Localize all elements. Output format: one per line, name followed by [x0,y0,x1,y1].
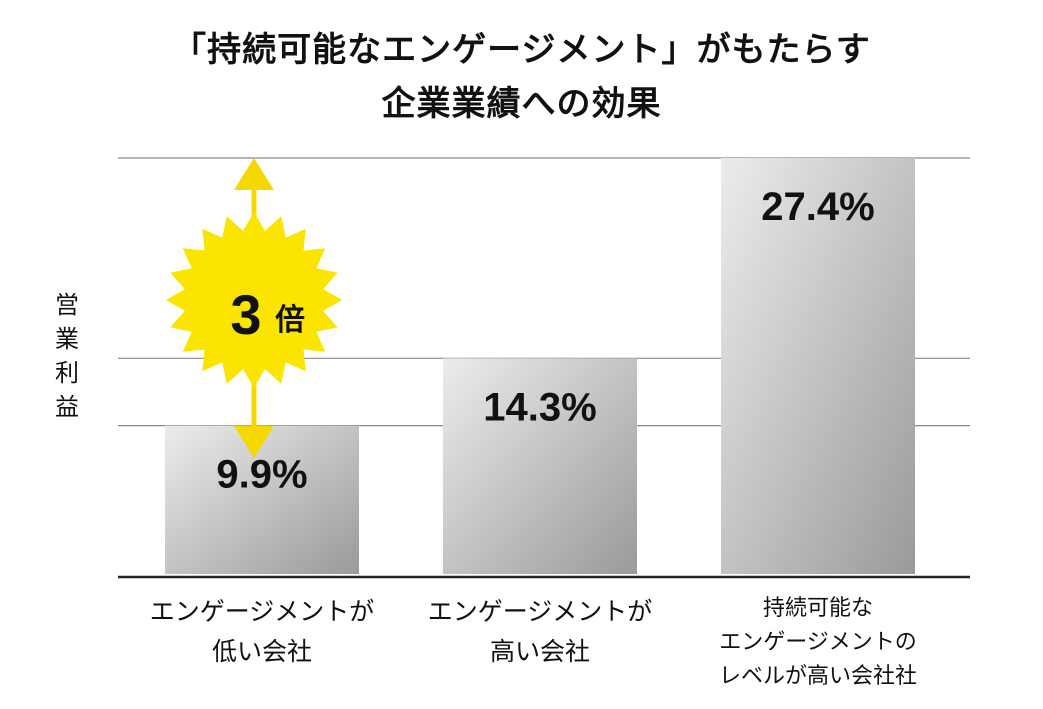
badge-number: 3 [230,283,261,346]
starburst-icon [166,212,342,388]
bar-data-label: 9.9% [216,453,307,497]
bar [721,158,915,574]
category-label: エンゲージメントが 低い会社 [122,592,402,672]
bars: 9.9% 14.3% 27.4% [165,158,915,574]
category-label-line: エンゲージメントが [427,597,653,626]
category-label-line: 高い会社 [489,637,590,666]
bar-data-label: 14.3% [483,385,596,429]
three-times-badge: 3 倍 [166,212,342,388]
category-label: エンゲージメントが 高い会社 [400,592,680,672]
category-label-line: レベルが高い会社社 [718,664,917,689]
category-label: 持続可能なエンゲージメントの レベルが高い会社社 [678,592,958,694]
y-axis-label-char: 業 [55,325,79,353]
category-label-line: エンゲージメントの [719,630,917,655]
bar [165,425,359,574]
y-axis-label-char: 利 [55,359,79,387]
category-label-line: 持続可能な [762,596,873,621]
bar-data-label: 27.4% [761,185,874,229]
chart-title-line-1: 「持続可能なエンゲージメント」がもたらす [172,30,871,70]
y-axis-label: 営 業 利 益 [50,288,84,424]
y-axis-label-char: 営 [55,291,79,319]
chart-title-line-2: 企業業績への効果 [381,84,662,124]
badge-suffix: 倍 [275,303,305,338]
category-label-line: 低い会社 [211,637,312,666]
y-axis-label-char: 益 [55,393,79,421]
bar [443,358,637,574]
category-label-line: エンゲージメントが [149,597,375,626]
